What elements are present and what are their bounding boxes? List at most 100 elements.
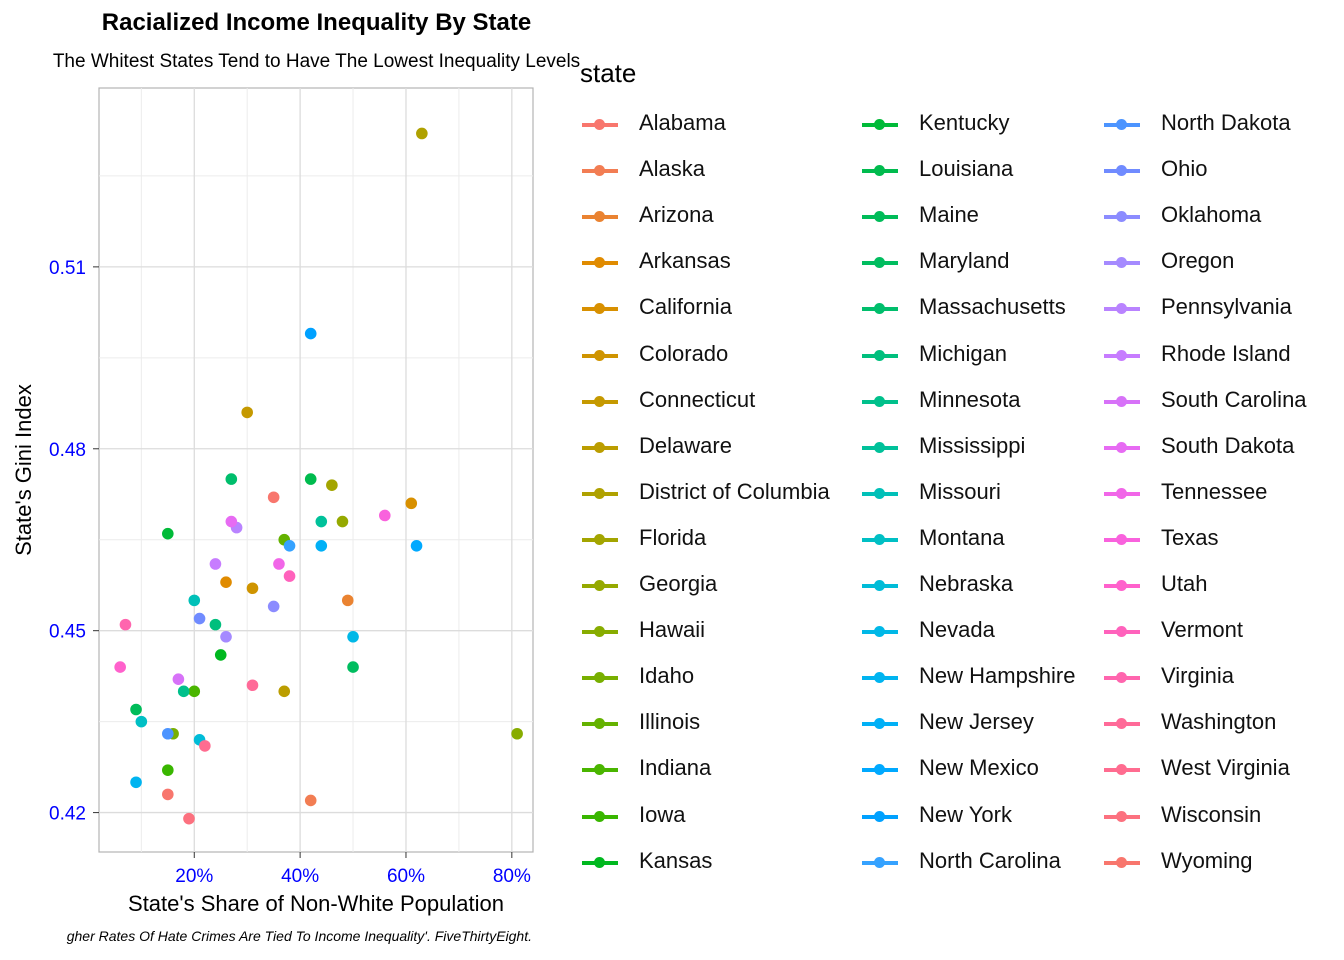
legend-key-dot xyxy=(1116,533,1127,545)
legend-key xyxy=(1100,300,1144,318)
legend-key-dot xyxy=(1116,672,1127,684)
data-point xyxy=(326,479,338,491)
legend-label: Iowa xyxy=(639,801,686,827)
legend-key-dot xyxy=(1116,165,1127,177)
data-point xyxy=(246,679,259,692)
legend-key-dot xyxy=(874,718,885,730)
legend-label: District of Columbia xyxy=(639,478,830,504)
legend-key xyxy=(578,347,622,365)
data-points xyxy=(114,127,523,825)
legend-key-dot xyxy=(1116,211,1127,223)
legend-label: Nevada xyxy=(919,617,995,643)
legend-label: Maryland xyxy=(919,248,1010,274)
legend-key xyxy=(1100,116,1144,134)
chart-title: Racialized Income Inequality By State xyxy=(101,9,532,36)
legend-key-dot xyxy=(874,810,885,822)
legend-key-dot xyxy=(1116,303,1127,315)
legend-label: Mississippi xyxy=(919,432,1026,458)
legend-key-dot xyxy=(874,580,885,591)
data-point xyxy=(177,685,190,698)
data-point xyxy=(172,673,185,685)
legend-label: New Mexico xyxy=(919,755,1039,781)
legend-key xyxy=(1100,208,1144,226)
legend-key-dot xyxy=(1116,718,1127,730)
data-point xyxy=(241,406,253,419)
legend-key-dot xyxy=(1116,395,1127,407)
panel-border xyxy=(98,87,534,853)
legend-key xyxy=(858,485,902,503)
legend-key xyxy=(858,162,902,180)
legend: state Alabama Alaska Arizona Arkansas Califo… xyxy=(578,58,1338,888)
data-point xyxy=(315,515,328,528)
data-point xyxy=(278,685,291,698)
data-point xyxy=(135,715,148,728)
legend-label: Georgia xyxy=(639,571,718,596)
legend-key-dot xyxy=(874,626,885,638)
x-tick-label: 80% xyxy=(493,866,531,887)
legend-key xyxy=(858,208,902,226)
data-point xyxy=(162,527,174,540)
legend-key xyxy=(1100,393,1144,411)
legend-key-dot xyxy=(1116,257,1127,269)
legend-key xyxy=(1100,623,1144,641)
legend-key-dot xyxy=(594,533,605,545)
legend-key xyxy=(858,623,902,641)
legend-key xyxy=(858,715,902,733)
legend-key xyxy=(578,393,622,411)
legend-label: Alabama xyxy=(639,110,726,135)
legend-key xyxy=(578,808,622,826)
legend-key-dot xyxy=(594,764,605,776)
data-point xyxy=(214,649,227,661)
legend-key xyxy=(578,254,622,272)
legend-key-dot xyxy=(1116,764,1127,776)
x-tick-label: 40% xyxy=(281,866,319,887)
legend-label: Montana xyxy=(919,524,1005,550)
data-point xyxy=(267,491,280,504)
legend-key xyxy=(578,531,622,549)
legend-key xyxy=(858,347,902,365)
legend-key-dot xyxy=(874,395,885,407)
legend-label: South Carolina xyxy=(1161,386,1307,412)
legend-key-dot xyxy=(594,580,605,591)
legend-key xyxy=(858,300,902,318)
legend-key-dot xyxy=(594,257,605,269)
legend-label: Massachusetts xyxy=(919,294,1066,320)
legend-key xyxy=(578,715,622,733)
legend-label: Washington xyxy=(1161,709,1277,735)
legend-key-dot xyxy=(874,533,885,545)
legend-key xyxy=(858,393,902,411)
legend-key xyxy=(578,300,622,318)
legend-label: Arizona xyxy=(639,202,714,228)
legend-label: Colorado xyxy=(639,340,729,366)
legend-key-dot xyxy=(594,672,605,684)
legend-key xyxy=(1100,347,1144,365)
legend-label: Maine xyxy=(919,202,979,228)
legend-label: Tennessee xyxy=(1161,478,1268,504)
data-point xyxy=(315,539,328,552)
legend-key-dot xyxy=(874,349,885,361)
legend-label: New Jersey xyxy=(919,709,1034,735)
y-tick-label: 0.42 xyxy=(49,804,86,825)
chart-subtitle: The Whitest States Tend to Have The Lowe… xyxy=(52,51,581,72)
source-caption: gher Rates Of Hate Crimes Are Tied To In… xyxy=(66,928,532,944)
y-tick-label: 0.51 xyxy=(49,258,86,279)
legend-label: Oklahoma xyxy=(1161,202,1262,228)
legend-label: New Hampshire xyxy=(919,663,1076,689)
data-point xyxy=(114,661,126,673)
legend-key xyxy=(1100,485,1144,503)
legend-label: Arkansas xyxy=(639,248,731,274)
legend-label: Alaska xyxy=(639,156,706,182)
data-point xyxy=(162,727,174,740)
legend-label: Michigan xyxy=(919,340,1008,366)
legend-label: North Dakota xyxy=(1161,110,1291,135)
legend-key-dot xyxy=(1116,119,1127,130)
legend-key-dot xyxy=(594,395,605,407)
legend-label: Oregon xyxy=(1161,248,1235,274)
legend-key xyxy=(1100,531,1144,549)
legend-key xyxy=(1100,715,1144,733)
legend-label: Kansas xyxy=(639,847,713,873)
legend-label: Hawaii xyxy=(639,617,706,643)
data-point xyxy=(162,788,174,801)
legend-key xyxy=(858,116,902,134)
legend-key xyxy=(578,854,622,872)
